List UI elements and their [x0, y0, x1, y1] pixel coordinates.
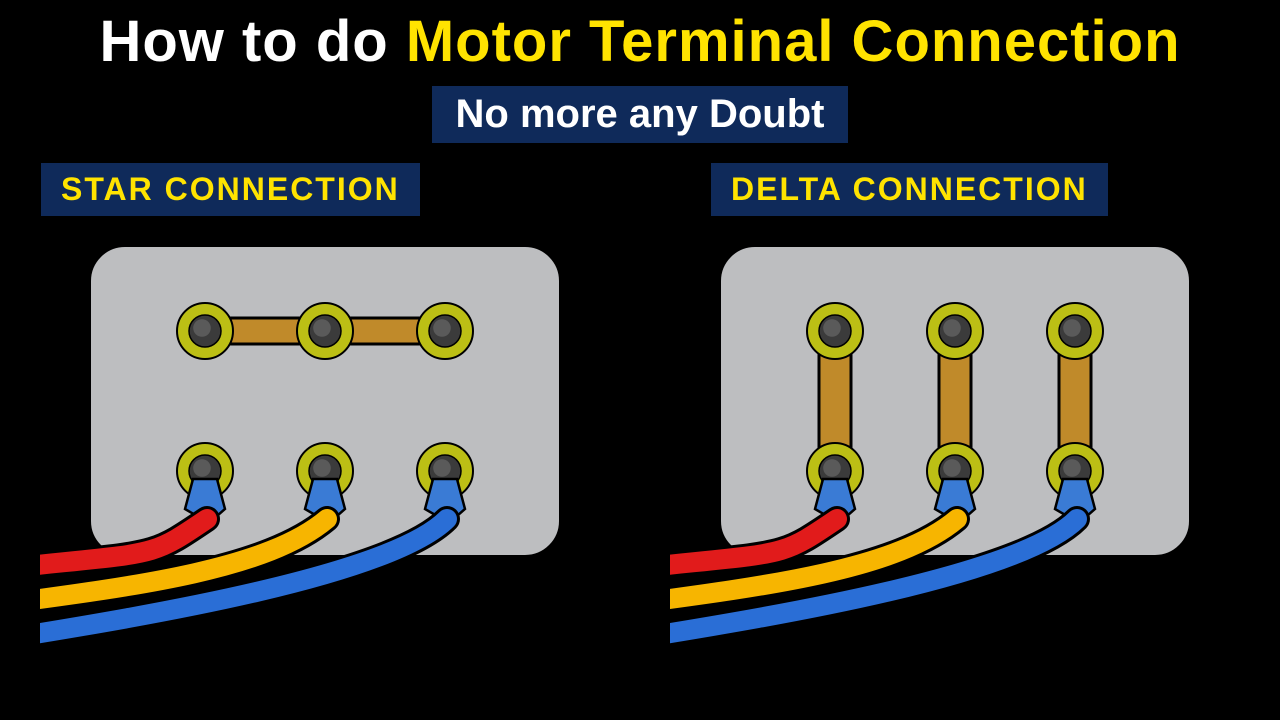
panels-row: STAR CONNECTION DELTA CONNECTION: [0, 162, 1280, 661]
subtitle-badge: No more any Doubt: [431, 85, 850, 144]
star-diagram: [40, 231, 610, 661]
delta-diagram: [670, 231, 1240, 661]
delta-panel: DELTA CONNECTION: [670, 162, 1240, 661]
star-panel: STAR CONNECTION: [40, 162, 610, 661]
main-title: How to do Motor Terminal Connection: [0, 0, 1280, 75]
title-prefix: How to do: [99, 9, 405, 74]
star-label: STAR CONNECTION: [40, 162, 421, 217]
title-highlight: Motor Terminal Connection: [406, 9, 1181, 74]
delta-label: DELTA CONNECTION: [710, 162, 1109, 217]
